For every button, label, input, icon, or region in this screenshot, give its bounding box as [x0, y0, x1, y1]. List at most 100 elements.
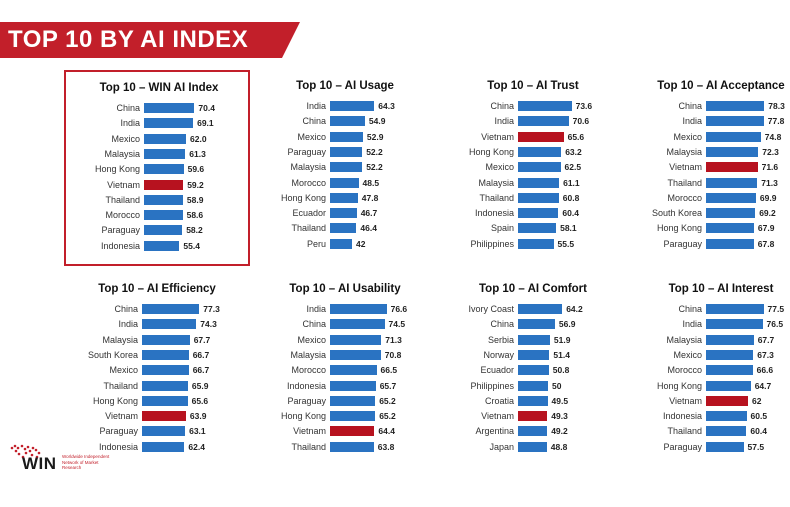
bar: [706, 380, 751, 391]
chart-row: India 77.8: [628, 115, 790, 127]
category-label: Hong Kong: [280, 192, 326, 203]
chart-panel: Top 10 – WIN AI Index China 70.4 India 69.1 M…: [64, 70, 250, 266]
category-label: Hong Kong: [656, 380, 702, 391]
value-label: 54.9: [368, 116, 386, 127]
bar: [144, 118, 194, 129]
bar: [518, 304, 563, 314]
chart-row: Malaysia 67.7: [64, 334, 250, 346]
category-label: Thailand: [105, 194, 140, 205]
bar: [330, 380, 376, 391]
value-label: 65.2: [379, 395, 396, 406]
category-label: Ecuador: [480, 365, 514, 376]
bar: [330, 146, 363, 157]
chart-row: India 76.6: [252, 303, 438, 315]
chart-row: Indonesia 62.4: [64, 441, 250, 453]
bar: [518, 380, 548, 391]
chart-row: Indonesia 60.4: [440, 207, 626, 219]
category-label: Hong Kong: [280, 411, 326, 422]
chart-row: Thailand 58.9: [66, 194, 252, 206]
value-label: 55.5: [557, 238, 575, 249]
value-label: 77.8: [767, 116, 785, 127]
chart-row: Morocco 66.5: [252, 364, 438, 376]
chart-row: Thailand 46.4: [252, 222, 438, 234]
bar: [330, 223, 357, 234]
value-label: 77.3: [203, 304, 220, 314]
chart-panel: Top 10 – AI Trust China 73.6 India 70.6 Vietn…: [440, 70, 626, 266]
category-label: Thailand: [667, 426, 702, 437]
chart-row: Philippines 50: [440, 380, 626, 392]
chart-title: Top 10 – AI Usage: [296, 80, 394, 92]
chart-row: Mexico 71.3: [252, 334, 438, 346]
chart-row: Hong Kong 67.9: [628, 222, 790, 234]
category-label: Thailand: [667, 177, 702, 188]
bar: [330, 131, 363, 142]
category-label: Mexico: [673, 349, 702, 360]
category-label: Mexico: [673, 131, 702, 142]
bar: [142, 349, 189, 360]
category-label: India: [118, 319, 138, 330]
chart-row: Paraguay 58.2: [66, 224, 252, 236]
chart-row: South Korea 69.2: [628, 207, 790, 219]
chart-row: Hong Kong 47.8: [252, 192, 438, 204]
value-label: 56.9: [558, 319, 576, 330]
chart-row: China 74.5: [252, 318, 438, 330]
chart-row: Vietnam 63.9: [64, 410, 250, 422]
category-label: China: [490, 319, 514, 330]
bar: [518, 441, 547, 452]
chart-row: Hong Kong 65.6: [64, 395, 250, 407]
bar: [330, 208, 357, 219]
value-label: 47.8: [361, 192, 379, 203]
bar: [518, 395, 548, 406]
bar: [518, 177, 560, 188]
chart-row: Argentina 49.2: [440, 425, 626, 437]
value-label: 72.3: [762, 146, 779, 157]
chart-row: Mexico 62.0: [66, 133, 252, 145]
bar: [518, 208, 559, 219]
value-label: 46.4: [360, 223, 377, 234]
chart-row: Vietnam 49.3: [440, 410, 626, 422]
chart-panel: Top 10 – AI Usability India 76.6 China 74.5 M…: [252, 273, 438, 469]
category-label: Vietnam: [669, 395, 702, 406]
category-label: India: [494, 116, 514, 127]
chart-panel: Top 10 – AI Acceptance China 78.3 India 77.8…: [628, 70, 790, 266]
category-label: Ecuador: [292, 208, 326, 219]
value-label: 63.2: [565, 146, 582, 157]
category-label: Mexico: [111, 133, 140, 144]
chart-row: Mexico 52.9: [252, 131, 438, 143]
chart-row: Ivory Coast 64.2: [440, 303, 626, 315]
chart-row: Vietnam 71.6: [628, 161, 790, 173]
bar: [706, 192, 756, 203]
category-label: Indonesia: [286, 380, 326, 391]
value-label: 63.1: [189, 426, 206, 437]
bar: [518, 116, 569, 127]
chart-row: Malaysia 61.3: [66, 148, 252, 160]
category-label: Paraguay: [287, 395, 326, 406]
value-label: 63.8: [377, 441, 395, 452]
category-label: Norway: [483, 349, 514, 360]
value-label: 64.3: [378, 101, 395, 111]
bar: [518, 162, 561, 173]
category-label: Thailand: [479, 192, 514, 203]
value-label: 58.9: [186, 194, 204, 205]
bar: [142, 319, 197, 330]
value-label: 62.0: [190, 133, 207, 144]
bar: [330, 426, 375, 437]
category-label: Paraguay: [287, 146, 326, 157]
chart-title: Top 10 – AI Efficiency: [98, 283, 216, 295]
chart-row: Peru 42: [252, 238, 438, 250]
bar: [706, 131, 761, 142]
bar: [706, 162, 758, 173]
world-map-icon: [10, 444, 41, 459]
chart-row: India 70.6: [440, 115, 626, 127]
win-logo: WIN Worldwide Independent Network of Mar…: [8, 442, 118, 482]
category-label: Indonesia: [98, 441, 138, 452]
value-label: 49.3: [551, 411, 568, 422]
chart-row: Mexico 62.5: [440, 161, 626, 173]
bar: [330, 162, 363, 173]
bar: [518, 349, 550, 360]
chart-row: Ecuador 46.7: [252, 207, 438, 219]
category-label: China: [678, 304, 702, 314]
value-label: 67.8: [757, 238, 775, 249]
value-label: 69.2: [759, 208, 776, 219]
chart-row: Thailand 71.3: [628, 177, 790, 189]
